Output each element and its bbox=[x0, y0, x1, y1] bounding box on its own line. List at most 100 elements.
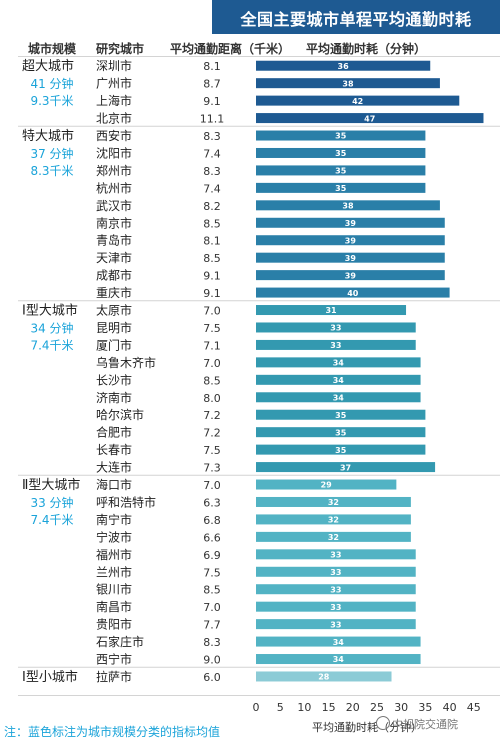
distance-value: 8.5 bbox=[203, 584, 221, 597]
bar-value-label: 35 bbox=[335, 149, 347, 158]
time-bar bbox=[256, 671, 392, 682]
city-label: 天津市 bbox=[96, 250, 132, 265]
time-bar bbox=[256, 531, 411, 542]
x-tick-label: 40 bbox=[443, 701, 457, 714]
time-bar bbox=[256, 200, 440, 211]
tier-name: Ⅱ型大城市 bbox=[22, 477, 80, 493]
city-label: 哈尔滨市 bbox=[96, 407, 144, 422]
distance-value: 7.2 bbox=[203, 427, 221, 440]
time-bar bbox=[256, 601, 416, 612]
tier-average-time: 37 分钟 bbox=[30, 146, 73, 161]
bar-value-label: 39 bbox=[345, 254, 357, 263]
bar-value-label: 37 bbox=[340, 463, 351, 472]
time-bar bbox=[256, 619, 416, 630]
city-label: 贵阳市 bbox=[96, 617, 132, 632]
city-label: 乌鲁木齐市 bbox=[96, 355, 156, 370]
distance-value: 7.5 bbox=[203, 322, 221, 335]
city-label: 福州市 bbox=[96, 547, 132, 562]
distance-value: 7.1 bbox=[203, 339, 221, 352]
city-label: 宁波市 bbox=[96, 529, 132, 544]
city-label: 长春市 bbox=[96, 442, 132, 457]
distance-value: 6.0 bbox=[203, 671, 221, 684]
time-bar bbox=[256, 235, 445, 246]
column-header-time: 平均通勤时耗（分钟） bbox=[306, 42, 427, 56]
time-bar bbox=[256, 566, 416, 577]
distance-value: 7.0 bbox=[203, 601, 221, 614]
distance-value: 8.5 bbox=[203, 252, 221, 265]
bar-value-label: 35 bbox=[335, 167, 347, 176]
time-bar bbox=[256, 584, 416, 595]
city-label: 南宁市 bbox=[96, 512, 132, 527]
bar-value-label: 40 bbox=[347, 289, 359, 298]
bar-value-label: 34 bbox=[333, 376, 345, 385]
city-label: 兰州市 bbox=[96, 564, 132, 579]
time-bar bbox=[256, 217, 445, 228]
distance-value: 6.6 bbox=[203, 531, 221, 544]
time-bar bbox=[256, 479, 397, 490]
time-bar bbox=[256, 374, 421, 385]
distance-value: 7.4 bbox=[203, 182, 221, 195]
city-label: 拉萨市 bbox=[96, 669, 132, 684]
distance-value: 8.5 bbox=[203, 217, 221, 230]
distance-value: 7.5 bbox=[203, 444, 221, 457]
tier-name: 超大城市 bbox=[22, 58, 74, 74]
bar-value-label: 32 bbox=[328, 516, 339, 525]
bar-value-label: 39 bbox=[345, 236, 357, 245]
distance-value: 9.1 bbox=[203, 95, 221, 108]
city-label: 深圳市 bbox=[96, 58, 132, 73]
distance-value: 7.4 bbox=[203, 147, 221, 160]
distance-value: 8.5 bbox=[203, 374, 221, 387]
time-bar bbox=[256, 339, 416, 350]
tier-name: Ⅰ型小城市 bbox=[22, 669, 78, 685]
city-label: 西安市 bbox=[96, 128, 132, 143]
distance-value: 6.9 bbox=[203, 549, 221, 562]
column-header-tier: 城市规模 bbox=[28, 42, 77, 56]
x-tick-label: 45 bbox=[467, 701, 481, 714]
tier-average-distance: 7.4千米 bbox=[30, 513, 73, 527]
x-tick-label: 30 bbox=[394, 701, 408, 714]
tier-average-distance: 7.4千米 bbox=[30, 338, 73, 352]
footnote: 注：蓝色标注为城市规模分类的指标均值 bbox=[4, 725, 221, 739]
time-bar bbox=[256, 147, 426, 158]
time-bar bbox=[256, 654, 421, 665]
time-bar bbox=[256, 462, 436, 473]
city-label: 成都市 bbox=[96, 268, 132, 283]
city-label: 重庆市 bbox=[96, 285, 132, 300]
tier-average-time: 41 分钟 bbox=[30, 76, 73, 91]
tier-name: 特大城市 bbox=[22, 128, 74, 144]
x-tick-label: 10 bbox=[297, 701, 311, 714]
bar-value-label: 38 bbox=[342, 202, 354, 211]
bar-value-label: 34 bbox=[333, 638, 345, 647]
time-bar bbox=[256, 514, 411, 525]
city-label: 北京市 bbox=[96, 111, 132, 126]
tier-average-time: 34 分钟 bbox=[30, 320, 73, 335]
distance-value: 7.2 bbox=[203, 409, 221, 422]
distance-value: 6.3 bbox=[203, 496, 221, 509]
distance-value: 7.7 bbox=[203, 619, 221, 632]
distance-value: 7.0 bbox=[203, 357, 221, 370]
bar-value-label: 38 bbox=[342, 79, 354, 88]
distance-value: 8.1 bbox=[203, 235, 221, 248]
x-tick-label: 0 bbox=[253, 701, 260, 714]
chart-title: 全国主要城市单程平均通勤时耗 bbox=[240, 10, 472, 29]
city-label: 南京市 bbox=[96, 215, 132, 230]
city-label: 郑州市 bbox=[96, 163, 132, 178]
bar-value-label: 33 bbox=[330, 585, 341, 594]
column-header-distance: 平均通勤距离（千米） bbox=[170, 42, 291, 56]
tier-average-time: 33 分钟 bbox=[30, 495, 73, 510]
time-bar bbox=[256, 305, 407, 316]
bar-value-label: 29 bbox=[321, 481, 333, 490]
bar-value-label: 35 bbox=[335, 411, 347, 420]
x-tick-label: 35 bbox=[418, 701, 432, 714]
x-axis-title: 平均通勤时耗（分钟） bbox=[312, 720, 422, 734]
bar-value-label: 36 bbox=[338, 62, 350, 71]
distance-value: 7.0 bbox=[203, 305, 221, 318]
distance-value: 9.1 bbox=[203, 287, 221, 300]
time-bar bbox=[256, 130, 426, 141]
city-label: 济南市 bbox=[96, 390, 132, 405]
distance-value: 7.3 bbox=[203, 462, 221, 475]
watermark: 中规院交通院 bbox=[392, 718, 458, 731]
time-bar bbox=[256, 444, 426, 455]
distance-value: 6.8 bbox=[203, 514, 221, 527]
distance-value: 8.3 bbox=[203, 636, 221, 649]
